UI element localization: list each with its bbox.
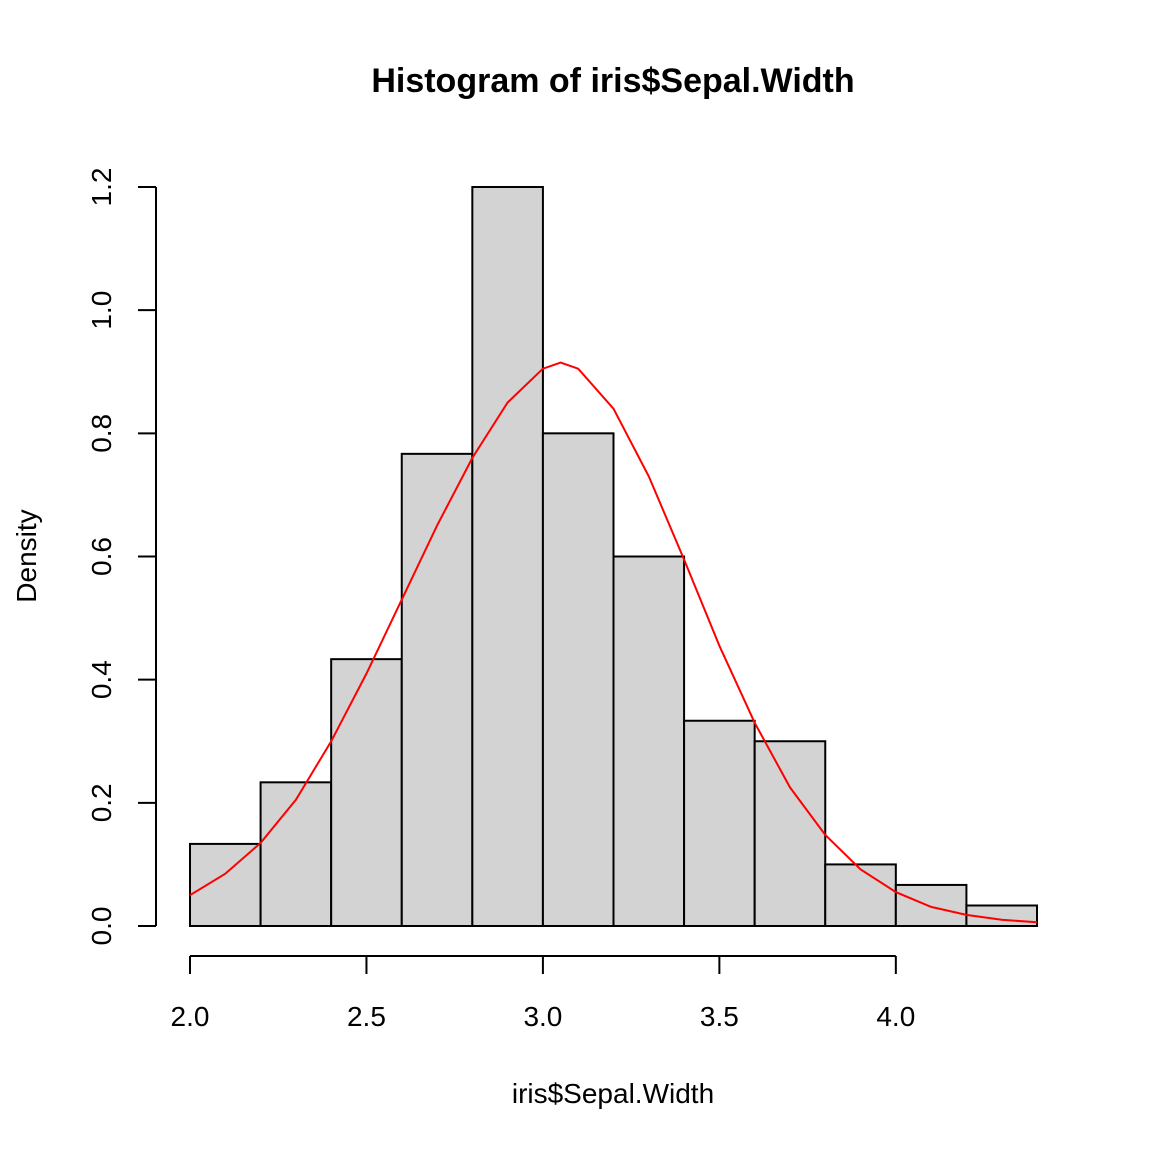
y-tick-label: 0.8 [86, 414, 117, 453]
y-tick-label: 1.0 [86, 291, 117, 330]
histogram-bar [894, 883, 968, 927]
chart-title: Histogram of iris$Sepal.Width [371, 62, 854, 100]
x-tick-label: 2.0 [171, 1001, 210, 1032]
histogram-bar [824, 863, 897, 928]
y-axis: 0.0 0.2 0.4 0.6 0.8 1.0 1.2 [86, 168, 157, 946]
x-tick-label: 4.0 [876, 1001, 915, 1032]
x-axis: 2.0 2.5 3.0 3.5 4.0 [171, 955, 915, 1032]
density-curve [189, 361, 1038, 924]
histogram-bar [471, 186, 544, 927]
histogram-bar [612, 555, 686, 927]
y-tick-label: 0.2 [86, 783, 117, 822]
histogram-bar [683, 719, 756, 927]
y-tick-label: 0.0 [86, 907, 117, 946]
x-tick-label: 3.5 [700, 1001, 739, 1032]
y-tick-label: 1.2 [86, 168, 117, 207]
x-axis-label: iris$Sepal.Width [512, 1078, 714, 1109]
y-tick-label: 0.4 [86, 660, 117, 699]
y-tick-label: 0.6 [86, 537, 117, 576]
histogram-bars [189, 186, 1039, 928]
y-axis-label: Density [11, 509, 42, 602]
histogram-bar [753, 740, 827, 927]
histogram-bar [330, 658, 403, 927]
histogram-bar [541, 432, 615, 927]
histogram-bar [189, 842, 262, 928]
histogram-bar [259, 781, 333, 928]
x-tick-label: 3.0 [523, 1001, 562, 1032]
histogram-bar [400, 452, 474, 927]
x-tick-label: 2.5 [347, 1001, 386, 1032]
